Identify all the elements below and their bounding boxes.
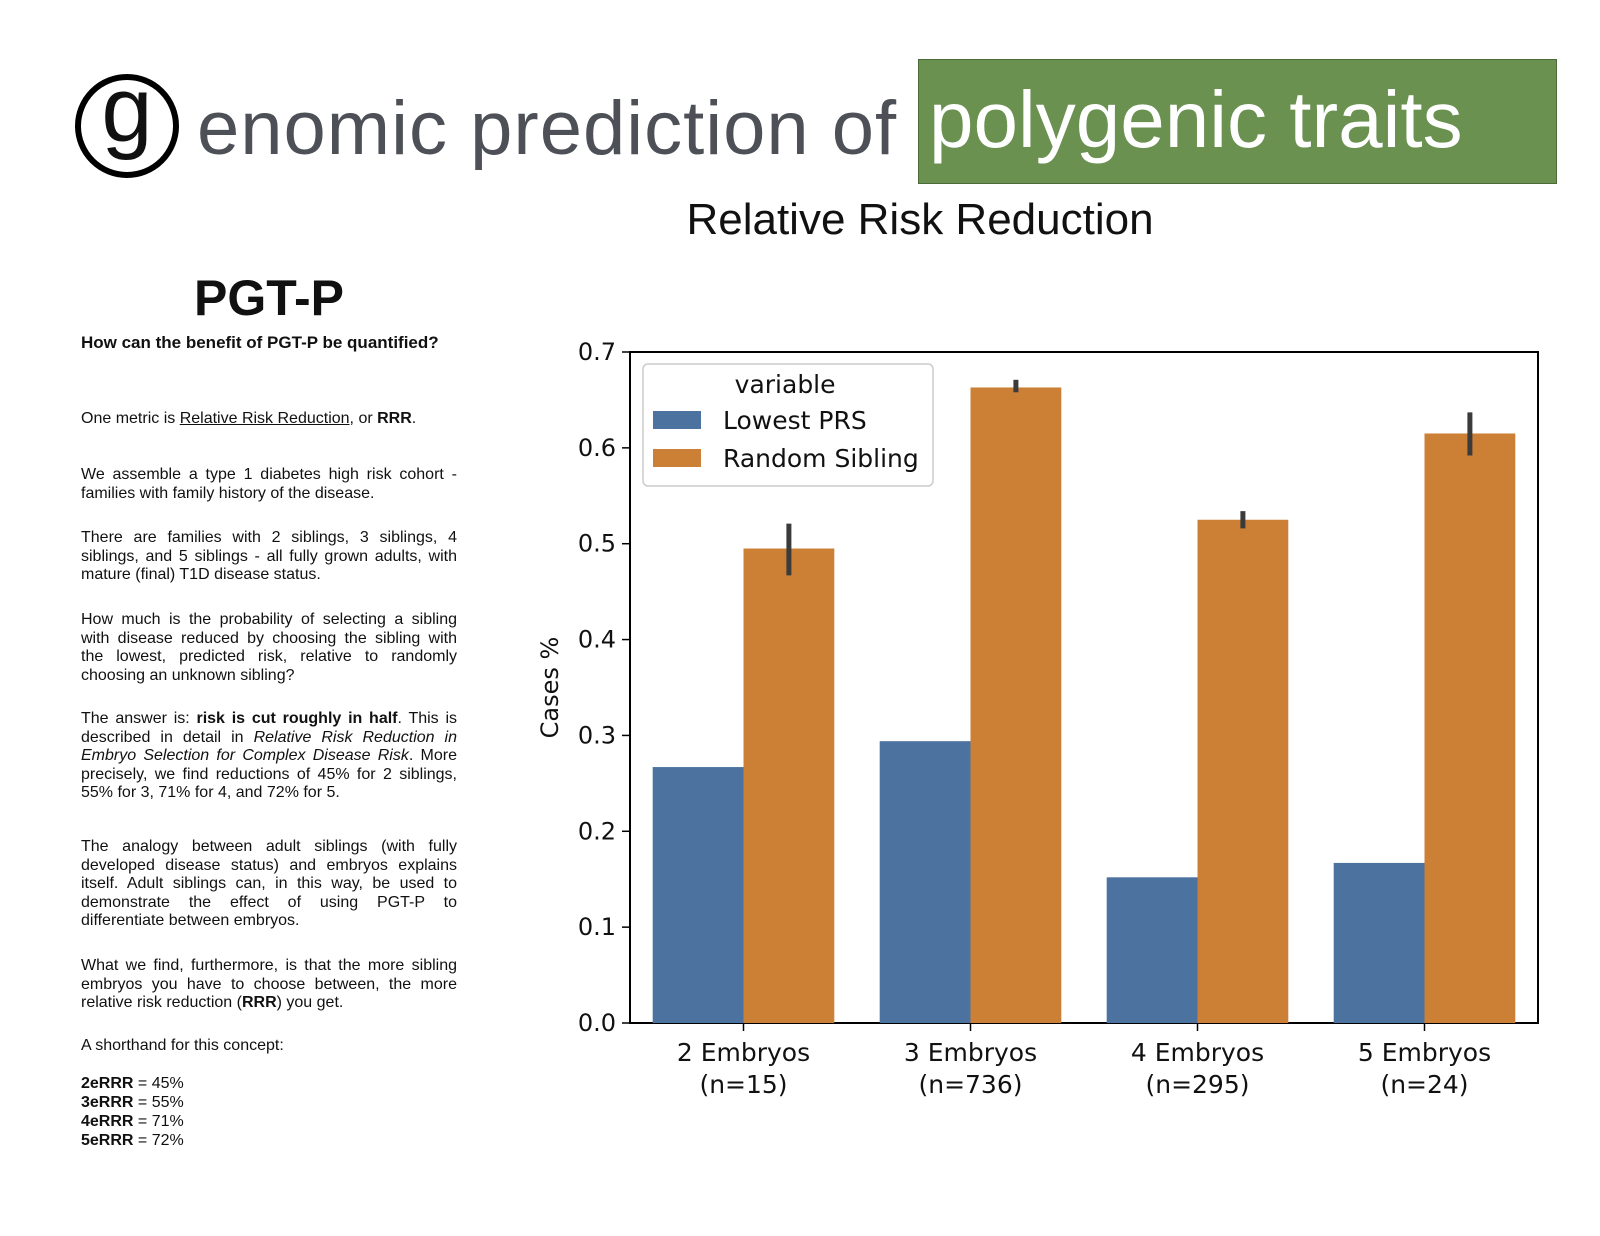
paragraph-cohort: We assemble a type 1 diabetes high risk … [81,466,457,502]
y-tick-label: 0.3 [578,721,616,749]
bar [652,767,744,1023]
y-tick-label: 0.5 [578,530,616,558]
x-tick-label: (n=24) [1380,1070,1468,1099]
rrr-item: 2eRRR = 45% [81,1074,457,1093]
plot-frame [629,351,1539,1024]
bar [1424,433,1516,1023]
rrr-link[interactable]: Relative Risk Reduction [179,410,350,427]
paragraph-more-siblings: What we find, furthermore, is that the m… [81,957,457,1013]
header-highlight-box: polygenic traits [918,59,1557,184]
paragraph-text: . This is described in detail in [81,710,458,746]
y-tick-label: 0.1 [578,913,616,941]
legend-swatch [653,449,701,467]
bar [743,548,835,1023]
section-question: How can the benefit of PGT-P be quantifi… [81,333,439,352]
paragraph-analogy: The analogy between adult siblings (with… [81,838,457,929]
rrr-key: 3eRRR [81,1094,134,1111]
rrr-value: = 55% [133,1094,184,1111]
x-tick-label: 3 Embryos [904,1038,1037,1067]
header-highlight-text: polygenic traits [929,75,1463,164]
paragraph-bold: RRR [241,994,277,1011]
paragraph-text: ) you get. [276,994,344,1011]
y-tick-label: 0.6 [578,434,616,462]
legend-swatch [653,411,701,429]
x-tick-label: 4 Embryos [1131,1038,1264,1067]
paragraph-shorthand: A shorthand for this concept: [81,1037,284,1054]
x-tick-label: 2 Embryos [677,1038,810,1067]
paragraph-metric: One metric is Relative Risk Reduction, o… [81,410,457,429]
bar [970,387,1062,1023]
paragraph-bold: RRR [377,410,412,427]
bar [879,741,971,1023]
paragraph-text: . [411,410,417,427]
x-tick-label: (n=295) [1145,1070,1249,1099]
paragraph-text: . More precisely, we find reductions of … [81,747,458,801]
rrr-key: 5eRRR [81,1132,134,1149]
rrr-item: 5eRRR = 72% [81,1131,457,1150]
rrr-key: 2eRRR [81,1075,134,1092]
bar [1333,862,1425,1023]
rrr-value: = 45% [133,1075,184,1092]
legend-label: Lowest PRS [723,406,867,435]
bar [1106,877,1198,1023]
legend-title: variable [735,370,836,399]
rrr-list: 2eRRR = 45% 3eRRR = 55% 4eRRR = 71% 5eRR… [81,1074,457,1150]
legend-label: Random Sibling [723,444,919,473]
y-tick-label: 0.4 [578,626,616,654]
logo-ring [75,74,179,178]
y-tick-label: 0.2 [578,817,616,845]
y-axis-label: Cases % [536,637,564,739]
paragraph-question: How much is the probability of selecting… [81,611,457,684]
legend-box [642,363,934,487]
paragraph-text: , or [349,410,378,427]
chart-title: Relative Risk Reduction [686,195,1154,244]
bar [1197,519,1289,1023]
section-heading: PGT-P [193,270,345,326]
paragraph-text: The answer is: [81,710,197,727]
paragraph-text: One metric is [81,410,180,427]
paragraph-bold: risk is cut roughly in half [196,710,398,727]
x-tick-label: (n=15) [699,1070,787,1099]
y-tick-label: 0.7 [578,338,616,366]
x-tick-label: (n=736) [918,1070,1022,1099]
y-tick-label: 0.0 [578,1009,616,1037]
rrr-item: 3eRRR = 55% [81,1093,457,1112]
rrr-item: 4eRRR = 71% [81,1112,457,1131]
rrr-value: = 72% [133,1132,184,1149]
paragraph-text: What we find, furthermore, is that the m… [81,957,457,1011]
paragraph-answer: The answer is: risk is cut roughly in ha… [81,710,457,803]
logo-letter: g [101,59,153,161]
header-title: enomic prediction of [197,86,898,171]
rrr-value: = 71% [133,1113,184,1130]
x-tick-label: 5 Embryos [1358,1038,1491,1067]
rrr-key: 4eRRR [81,1113,134,1130]
paragraph-families: There are families with 2 siblings, 3 si… [81,529,457,583]
paragraph-italic: Relative Risk Reduction in Embryo Select… [81,728,457,765]
